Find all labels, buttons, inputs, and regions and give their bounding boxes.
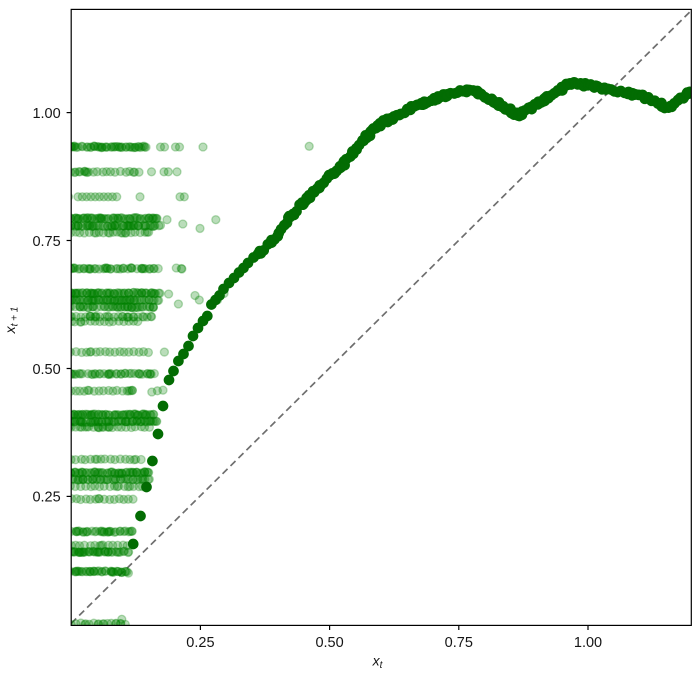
svg-text:0.75: 0.75 (445, 635, 473, 651)
svg-text:0.50: 0.50 (315, 635, 343, 651)
svg-text:1.00: 1.00 (32, 106, 60, 122)
svg-text:0.75: 0.75 (32, 234, 60, 250)
svg-text:0.25: 0.25 (186, 635, 214, 651)
svg-text:0.50: 0.50 (32, 362, 60, 378)
svg-text:1.00: 1.00 (574, 635, 602, 651)
svg-text:0.25: 0.25 (32, 490, 60, 506)
